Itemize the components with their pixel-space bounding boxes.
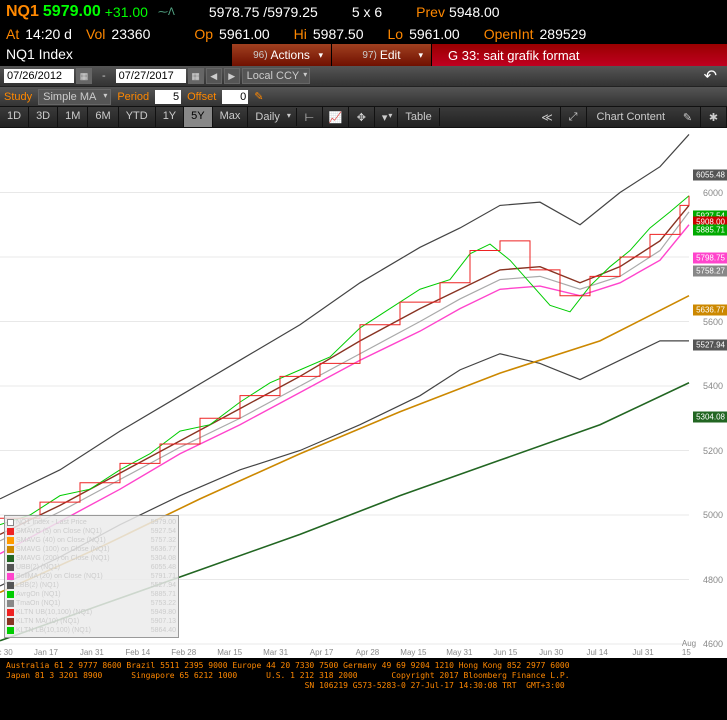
- symbol: NQ1: [6, 3, 39, 21]
- undo-icon[interactable]: ↶: [704, 66, 717, 86]
- legend-item: TmaOn (NQ1)5753.22: [7, 599, 176, 608]
- prev-label: Prev: [416, 4, 445, 20]
- timeframe-3d[interactable]: 3D: [29, 107, 58, 127]
- legend-item: UBB(2) (NQ1)6055.48: [7, 563, 176, 572]
- openint-value: 289529: [540, 26, 587, 42]
- legend-item: BollMA (20) on Close (NQ1)5791.71: [7, 572, 176, 581]
- frequency-select[interactable]: Daily: [248, 108, 296, 126]
- legend-item: AvrgOn (NQ1)5885.71: [7, 590, 176, 599]
- openint-label: OpenInt: [484, 26, 534, 42]
- legend-item: SMAVG (40) on Close (NQ1)5757.32: [7, 536, 176, 545]
- time-value: 14:20 d: [25, 26, 72, 42]
- chevron-down-icon: ▾: [418, 50, 423, 61]
- high-label: Hi: [294, 26, 307, 42]
- timeframe-1y[interactable]: 1Y: [156, 107, 184, 127]
- chart-area[interactable]: 460048005000520054005600580060006055.485…: [0, 128, 727, 658]
- date-to-input[interactable]: [116, 69, 186, 83]
- legend-item: KLTN UB(10,100) (NQ1)5949.80: [7, 608, 176, 617]
- crosshair-icon[interactable]: ✥: [349, 107, 375, 127]
- legend-item: KLTN LB(10,100) (NQ1)5864.40: [7, 626, 176, 635]
- at-label: At: [6, 26, 19, 42]
- date-range-row: ▦ - ▦ ◀ ▶ Local CCY ↶: [0, 66, 727, 86]
- actions-label: Actions: [271, 48, 310, 62]
- ohlc-row: At 14:20 d Vol 23360 Op 5961.00 Hi 5987.…: [0, 24, 727, 44]
- period-input[interactable]: [155, 90, 181, 104]
- legend-item: NQ1 Index - Last Price5979.00: [7, 518, 176, 527]
- period-label: Period: [117, 91, 149, 103]
- legend-item: LBB(2) (NQ1)5527.94: [7, 581, 176, 590]
- offset-input[interactable]: [222, 90, 248, 104]
- calendar-icon[interactable]: ▦: [188, 68, 204, 84]
- timeframe-ytd[interactable]: YTD: [119, 107, 156, 127]
- actions-button[interactable]: 96) Actions ▾: [232, 44, 332, 66]
- legend-box[interactable]: NQ1 Index - Last Price5979.00SMAVG (5) o…: [4, 515, 179, 638]
- footer-line1: Australia 61 2 9777 8600 Brazil 5511 239…: [6, 661, 570, 670]
- open-label: Op: [194, 26, 213, 42]
- legend-item: KLTN MA(10) (NQ1)5907.13: [7, 617, 176, 626]
- open-value: 5961.00: [219, 26, 270, 42]
- vol-value: 23360: [111, 26, 150, 42]
- add-study-icon[interactable]: ⤢: [561, 107, 587, 127]
- study-row: Study Simple MA Period Offset ✎: [0, 86, 727, 106]
- low-value: 5961.00: [409, 26, 460, 42]
- date-from-input[interactable]: [4, 69, 74, 83]
- table-button[interactable]: Table: [398, 108, 439, 126]
- study-label: Study: [4, 91, 32, 103]
- chevron-down-icon: ▾: [318, 50, 323, 61]
- timeframe-6m[interactable]: 6M: [88, 107, 118, 127]
- title-row: NQ1 Index 96) Actions ▾ 97) Edit ▾ G 33:…: [0, 44, 727, 66]
- footer-line2: Japan 81 3 3201 8900 Singapore 65 6212 1…: [6, 671, 570, 680]
- study-type-select[interactable]: Simple MA: [38, 89, 111, 105]
- legend-item: SMAVG (5) on Close (NQ1)5927.54: [7, 527, 176, 536]
- chart-type-icon[interactable]: ⊢: [297, 107, 323, 127]
- line-chart-icon[interactable]: 📈: [323, 107, 349, 127]
- timeframe-5y[interactable]: 5Y: [184, 107, 212, 127]
- chart-content-button[interactable]: Chart Content: [587, 108, 675, 126]
- legend-item: SMAVG (100) on Close (NQ1)5636.77: [7, 545, 176, 554]
- page-heading: G 33: sait grafik format: [432, 44, 727, 66]
- calendar-icon[interactable]: ▦: [76, 68, 92, 84]
- footer: Australia 61 2 9777 8600 Brazil 5511 239…: [0, 658, 727, 694]
- low-label: Lo: [388, 26, 404, 42]
- timeframe-1m[interactable]: 1M: [58, 107, 88, 127]
- last-price: 5979.00: [43, 3, 101, 21]
- gear-icon[interactable]: ✱: [701, 107, 727, 127]
- edit-chart-icon[interactable]: ✎: [675, 107, 701, 127]
- actions-hotkey: 96): [253, 50, 267, 61]
- timeframe-1d[interactable]: 1D: [0, 107, 29, 127]
- edit-button[interactable]: 97) Edit ▾: [332, 44, 432, 66]
- timeframe-max[interactable]: Max: [213, 107, 249, 127]
- edit-hotkey: 97): [362, 50, 376, 61]
- size: 5 x 6: [352, 4, 382, 20]
- legend-item: SMAVG (200) on Close (NQ1)5304.08: [7, 554, 176, 563]
- more-icon[interactable]: ▾: [375, 108, 399, 127]
- edit-label: Edit: [380, 48, 401, 62]
- prev-range-button[interactable]: ◀: [206, 68, 222, 84]
- offset-label: Offset: [187, 91, 216, 103]
- high-value: 5987.50: [313, 26, 364, 42]
- currency-select[interactable]: Local CCY: [242, 68, 311, 84]
- price-change: +31.00: [105, 4, 148, 20]
- ticker-title: NQ1 Index: [0, 44, 232, 66]
- sparkline-icon: ⁓ᐱ: [158, 7, 175, 18]
- collapse-icon[interactable]: ≪: [535, 107, 561, 127]
- x-axis: Dec 30Jan 17Jan 31Feb 14Feb 28Mar 15Mar …: [0, 644, 689, 658]
- prev-value: 5948.00: [449, 4, 500, 20]
- next-range-button[interactable]: ▶: [224, 68, 240, 84]
- quote-row: NQ1 5979.00 +31.00 ⁓ᐱ 5978.75 /5979.25 5…: [0, 0, 727, 24]
- pencil-icon[interactable]: ✎: [254, 90, 263, 103]
- footer-line3: SN 106219 G573-5283-0 27-Jul-17 14:30:08…: [6, 681, 565, 690]
- bid-ask: 5978.75 /5979.25: [209, 4, 318, 20]
- vol-label: Vol: [86, 26, 105, 42]
- y-axis: 460048005000520054005600580060006055.485…: [689, 128, 727, 658]
- timeframe-toolbar: 1D3D1M6MYTD1Y5YMax Daily ⊢ 📈 ✥ ▾ Table ≪…: [0, 106, 727, 128]
